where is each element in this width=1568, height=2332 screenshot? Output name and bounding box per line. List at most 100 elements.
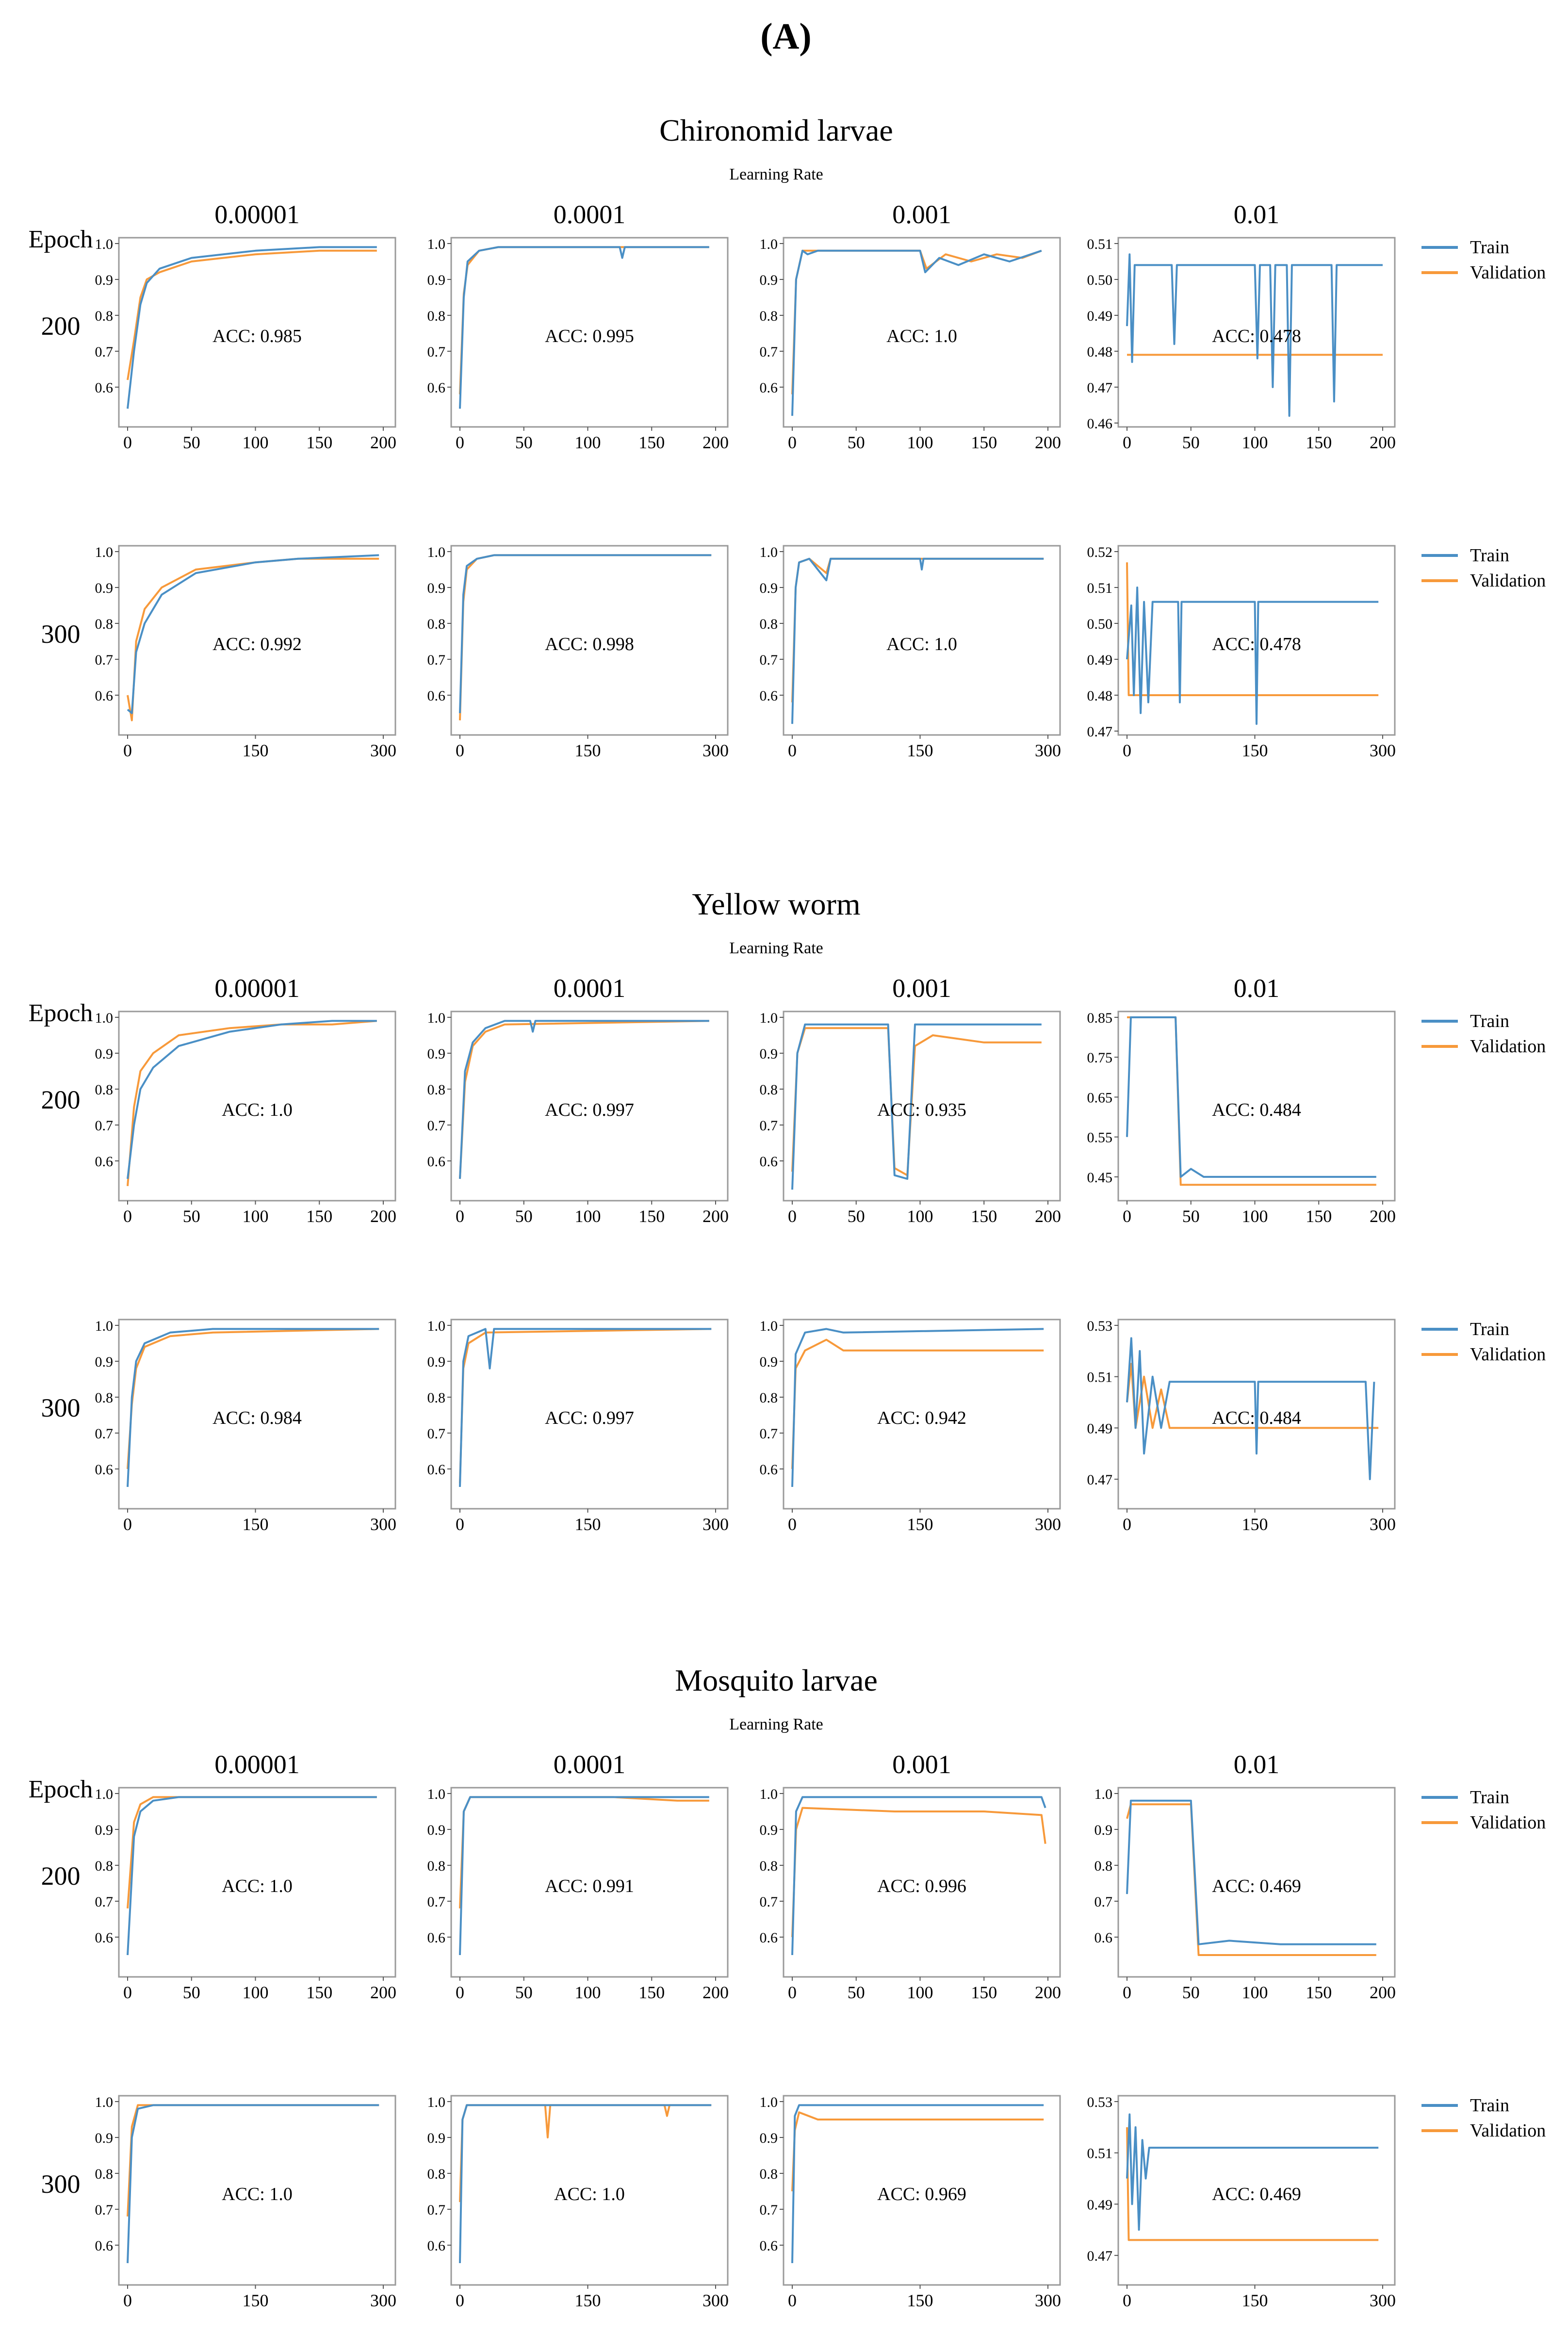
y-tick-label: 1.0 [95,1010,114,1026]
plot-frame [118,2095,396,2286]
x-tick-label: 0 [123,1983,132,2002]
legend-validation-label: Validation [1470,2120,1546,2141]
subplot: 0.6 0.7 0.8 0.9 1.0 0 50 100 150 200 ACC: 0.997 [427,1010,729,1226]
accuracy-annotation: ACC: 0.997 [545,1408,634,1428]
y-tick-label: 0.48 [1087,688,1113,704]
learning-rate-label: Learning Rate [729,1715,823,1733]
x-tick-label: 150 [1242,1515,1268,1534]
x-tick-label: 200 [702,1207,729,1226]
x-tick-label: 150 [243,2291,269,2310]
y-tick-label: 0.52 [1087,544,1113,560]
x-tick-label: 200 [370,433,396,452]
y-tick-label: 0.51 [1087,2146,1113,2162]
y-tick-label: 1.0 [760,1318,778,1334]
learning-rate-header: 0.01 [1234,974,1280,1003]
y-tick-label: 0.6 [95,2238,114,2254]
plot-frame [1117,1011,1396,1202]
y-tick-label: 1.0 [427,1786,446,1802]
x-tick-label: 200 [1035,433,1061,452]
x-tick-label: 0 [1123,433,1131,452]
x-tick-label: 150 [638,433,665,452]
y-tick-label: 1.0 [760,1010,778,1026]
y-tick-label: 0.9 [427,2130,446,2146]
validation-line [127,1020,377,1186]
x-tick-label: 100 [1242,433,1268,452]
y-tick-label: 0.8 [760,308,778,324]
epoch-value: 200 [41,311,81,341]
learning-rate-header: 0.00001 [214,1750,300,1779]
accuracy-annotation: ACC: 0.484 [1212,1100,1301,1120]
legend-validation-label: Validation [1470,1812,1546,1833]
legend: Train Validation [1421,237,1546,283]
x-tick-label: 150 [971,433,997,452]
y-tick-label: 0.9 [95,580,114,596]
train-line [459,1328,712,1487]
x-tick-label: 300 [1370,741,1396,760]
subplot: 0.6 0.7 0.8 0.9 1.0 0 150 300 ACC: 0.984 [95,1318,397,1534]
y-tick-label: 0.55 [1087,1130,1113,1146]
legend-validation-label: Validation [1470,1036,1546,1057]
y-tick-label: 0.8 [760,1390,778,1406]
x-tick-label: 0 [456,1207,464,1226]
x-tick-label: 300 [370,741,396,760]
section-title: Mosquito larvae [675,1663,878,1697]
y-tick-label: 0.7 [760,2202,778,2218]
x-tick-label: 50 [515,1207,533,1226]
accuracy-annotation: ACC: 0.991 [545,1876,634,1896]
accuracy-annotation: ACC: 1.0 [222,1876,293,1896]
y-tick-label: 0.6 [427,1462,446,1478]
y-tick-label: 0.8 [427,1858,446,1874]
y-tick-label: 0.8 [95,1858,114,1874]
y-tick-label: 0.9 [427,1046,446,1062]
x-tick-label: 300 [370,1515,396,1534]
y-tick-label: 0.8 [427,1390,446,1406]
y-tick-label: 0.53 [1087,2094,1113,2110]
section-title: Yellow worm [692,887,860,921]
accuracy-annotation: ACC: 0.469 [1212,2184,1301,2204]
x-tick-label: 50 [515,433,533,452]
y-tick-label: 0.8 [95,308,114,324]
subplot: 0.47 0.49 0.51 0.53 0 150 300 ACC: 0.484 [1087,1318,1396,1534]
x-tick-label: 150 [1306,433,1332,452]
y-tick-label: 0.6 [95,1930,114,1946]
x-tick-label: 300 [702,741,729,760]
learning-rate-header: 0.00001 [214,974,300,1003]
subplot: 0.6 0.7 0.8 0.9 1.0 0 50 100 150 200 ACC: 1.0 [95,1786,397,2002]
accuracy-annotation: ACC: 1.0 [222,1100,293,1120]
y-tick-label: 0.7 [95,1894,114,1910]
y-tick-label: 1.0 [427,1010,446,1026]
train-line [1126,1799,1376,1945]
y-tick-label: 0.8 [760,616,778,632]
learning-rate-header: 0.01 [1234,1750,1280,1779]
y-tick-label: 0.46 [1087,416,1113,432]
learning-rate-label: Learning Rate [729,165,823,183]
y-tick-label: 0.7 [427,1118,446,1134]
train-line [791,1328,1044,1487]
y-tick-label: 0.6 [427,1930,446,1946]
x-tick-label: 100 [575,1207,601,1226]
y-tick-label: 0.7 [427,1426,446,1442]
plot-frame [783,237,1061,428]
train-line [127,246,377,409]
plot-frame [450,2095,729,2286]
y-tick-label: 0.47 [1087,380,1113,396]
x-tick-label: 50 [1182,433,1200,452]
y-tick-label: 0.7 [760,1118,778,1134]
y-tick-label: 0.7 [1094,1894,1113,1910]
x-tick-label: 100 [907,1207,933,1226]
train-line [127,1020,377,1179]
y-tick-label: 0.7 [95,1426,114,1442]
y-tick-label: 0.6 [427,2238,446,2254]
epoch-value: 300 [41,1393,81,1422]
y-tick-label: 0.6 [427,688,446,704]
learning-rate-header: 0.00001 [214,200,300,229]
y-tick-label: 0.7 [95,2202,114,2218]
legend-validation-label: Validation [1470,1344,1546,1365]
x-tick-label: 50 [848,1207,865,1226]
y-tick-label: 0.8 [427,2166,446,2182]
train-line [459,1796,709,1956]
x-tick-label: 150 [243,741,269,760]
y-tick-label: 0.6 [427,380,446,396]
train-line [459,1020,709,1179]
